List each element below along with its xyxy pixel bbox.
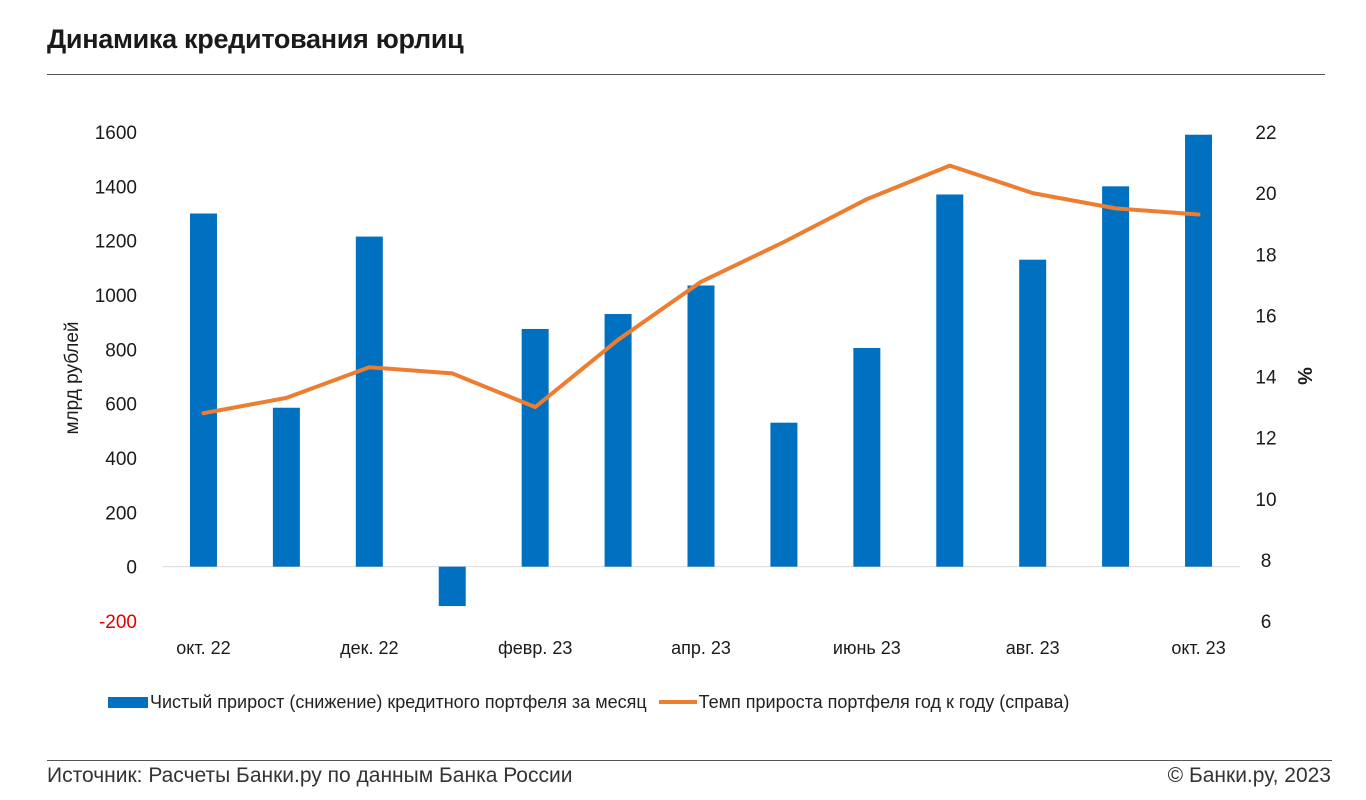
legend-label-bars: Чистый прирост (снижение) кредитного пор… <box>150 691 647 712</box>
left-axis-ticks: -200 0 200 400 600 800 1000 1200 1400 1600 <box>95 123 137 633</box>
title-divider <box>47 74 1325 75</box>
x-tick-label: окт. 22 <box>176 638 230 658</box>
x-tick-label: авг. 23 <box>1006 638 1060 658</box>
y-tick-label-right: 10 <box>1255 490 1276 511</box>
x-tick-label: апр. 23 <box>671 638 731 658</box>
footer-divider <box>47 760 1332 761</box>
legend-label-line: Темп прироста портфеля год к году (справ… <box>698 691 1070 712</box>
y-tick-label-left: 1400 <box>95 177 137 198</box>
legend-item-bars: Чистый прирост (снижение) кредитного пор… <box>108 692 647 713</box>
legend-bar-swatch <box>108 696 148 708</box>
bar <box>1019 259 1047 567</box>
y-tick-label-right: 18 <box>1255 245 1276 266</box>
bar <box>521 328 549 567</box>
chart-title: Динамика кредитования юрлиц <box>47 24 464 54</box>
y-tick-label-right: 22 <box>1255 123 1276 144</box>
x-axis-labels: окт. 22 дек. 22 февр. 23 апр. 23 июнь 23 авг.… <box>176 638 1225 658</box>
bar <box>355 236 383 567</box>
y-tick-label-right: 8 <box>1261 551 1272 572</box>
right-axis-ticks: 6 8 10 12 14 16 18 20 22 <box>1255 123 1277 633</box>
bar <box>438 566 466 607</box>
y-tick-label-left: 0 <box>126 558 137 579</box>
y-axis-label-right: % <box>1293 367 1315 385</box>
x-tick-label: дек. 22 <box>340 638 398 658</box>
bar <box>770 422 798 567</box>
x-tick-label: окт. 23 <box>1171 638 1225 658</box>
bar <box>936 194 964 567</box>
y-tick-label-right: 14 <box>1255 368 1277 389</box>
y-tick-label-left: 800 <box>105 340 137 361</box>
bar <box>189 213 217 567</box>
bar <box>272 407 300 567</box>
bar <box>853 347 881 567</box>
bar <box>1185 134 1213 567</box>
y-tick-label-right: 16 <box>1255 306 1276 327</box>
footer-source: Источник: Расчеты Банки.ру по данным Бан… <box>47 764 573 787</box>
footer-copyright: © Банки.ру, 2023 <box>1167 764 1331 787</box>
bar <box>1102 186 1130 567</box>
y-tick-label-right: 20 <box>1255 184 1276 205</box>
y-tick-label-left: 1200 <box>95 232 137 253</box>
y-tick-label-left: 1600 <box>95 123 137 144</box>
chart: -200 0 200 400 600 800 1000 1200 1400 1600 6 8 10 12… <box>62 123 1315 658</box>
y-tick-label-left: -200 <box>99 612 137 633</box>
y-axis-label-left: млрд рублей <box>62 321 83 434</box>
legend-line-swatch <box>658 700 697 704</box>
y-tick-label-right: 6 <box>1261 612 1272 633</box>
y-tick-label-right: 12 <box>1255 429 1276 450</box>
line-series <box>201 163 1201 416</box>
legend: Чистый прирост (снижение) кредитного пор… <box>108 690 1069 714</box>
bar <box>687 285 715 567</box>
y-tick-label-left: 600 <box>105 395 137 416</box>
y-tick-label-left: 1000 <box>95 286 137 307</box>
legend-item-line: Темп прироста портфеля год к году (справ… <box>647 691 1070 713</box>
y-tick-label-left: 400 <box>105 449 137 470</box>
x-tick-label: февр. 23 <box>498 638 572 658</box>
bar-series <box>189 134 1213 607</box>
bar <box>604 314 632 567</box>
y-tick-label-left: 200 <box>105 503 137 524</box>
x-tick-label: июнь 23 <box>833 638 901 658</box>
